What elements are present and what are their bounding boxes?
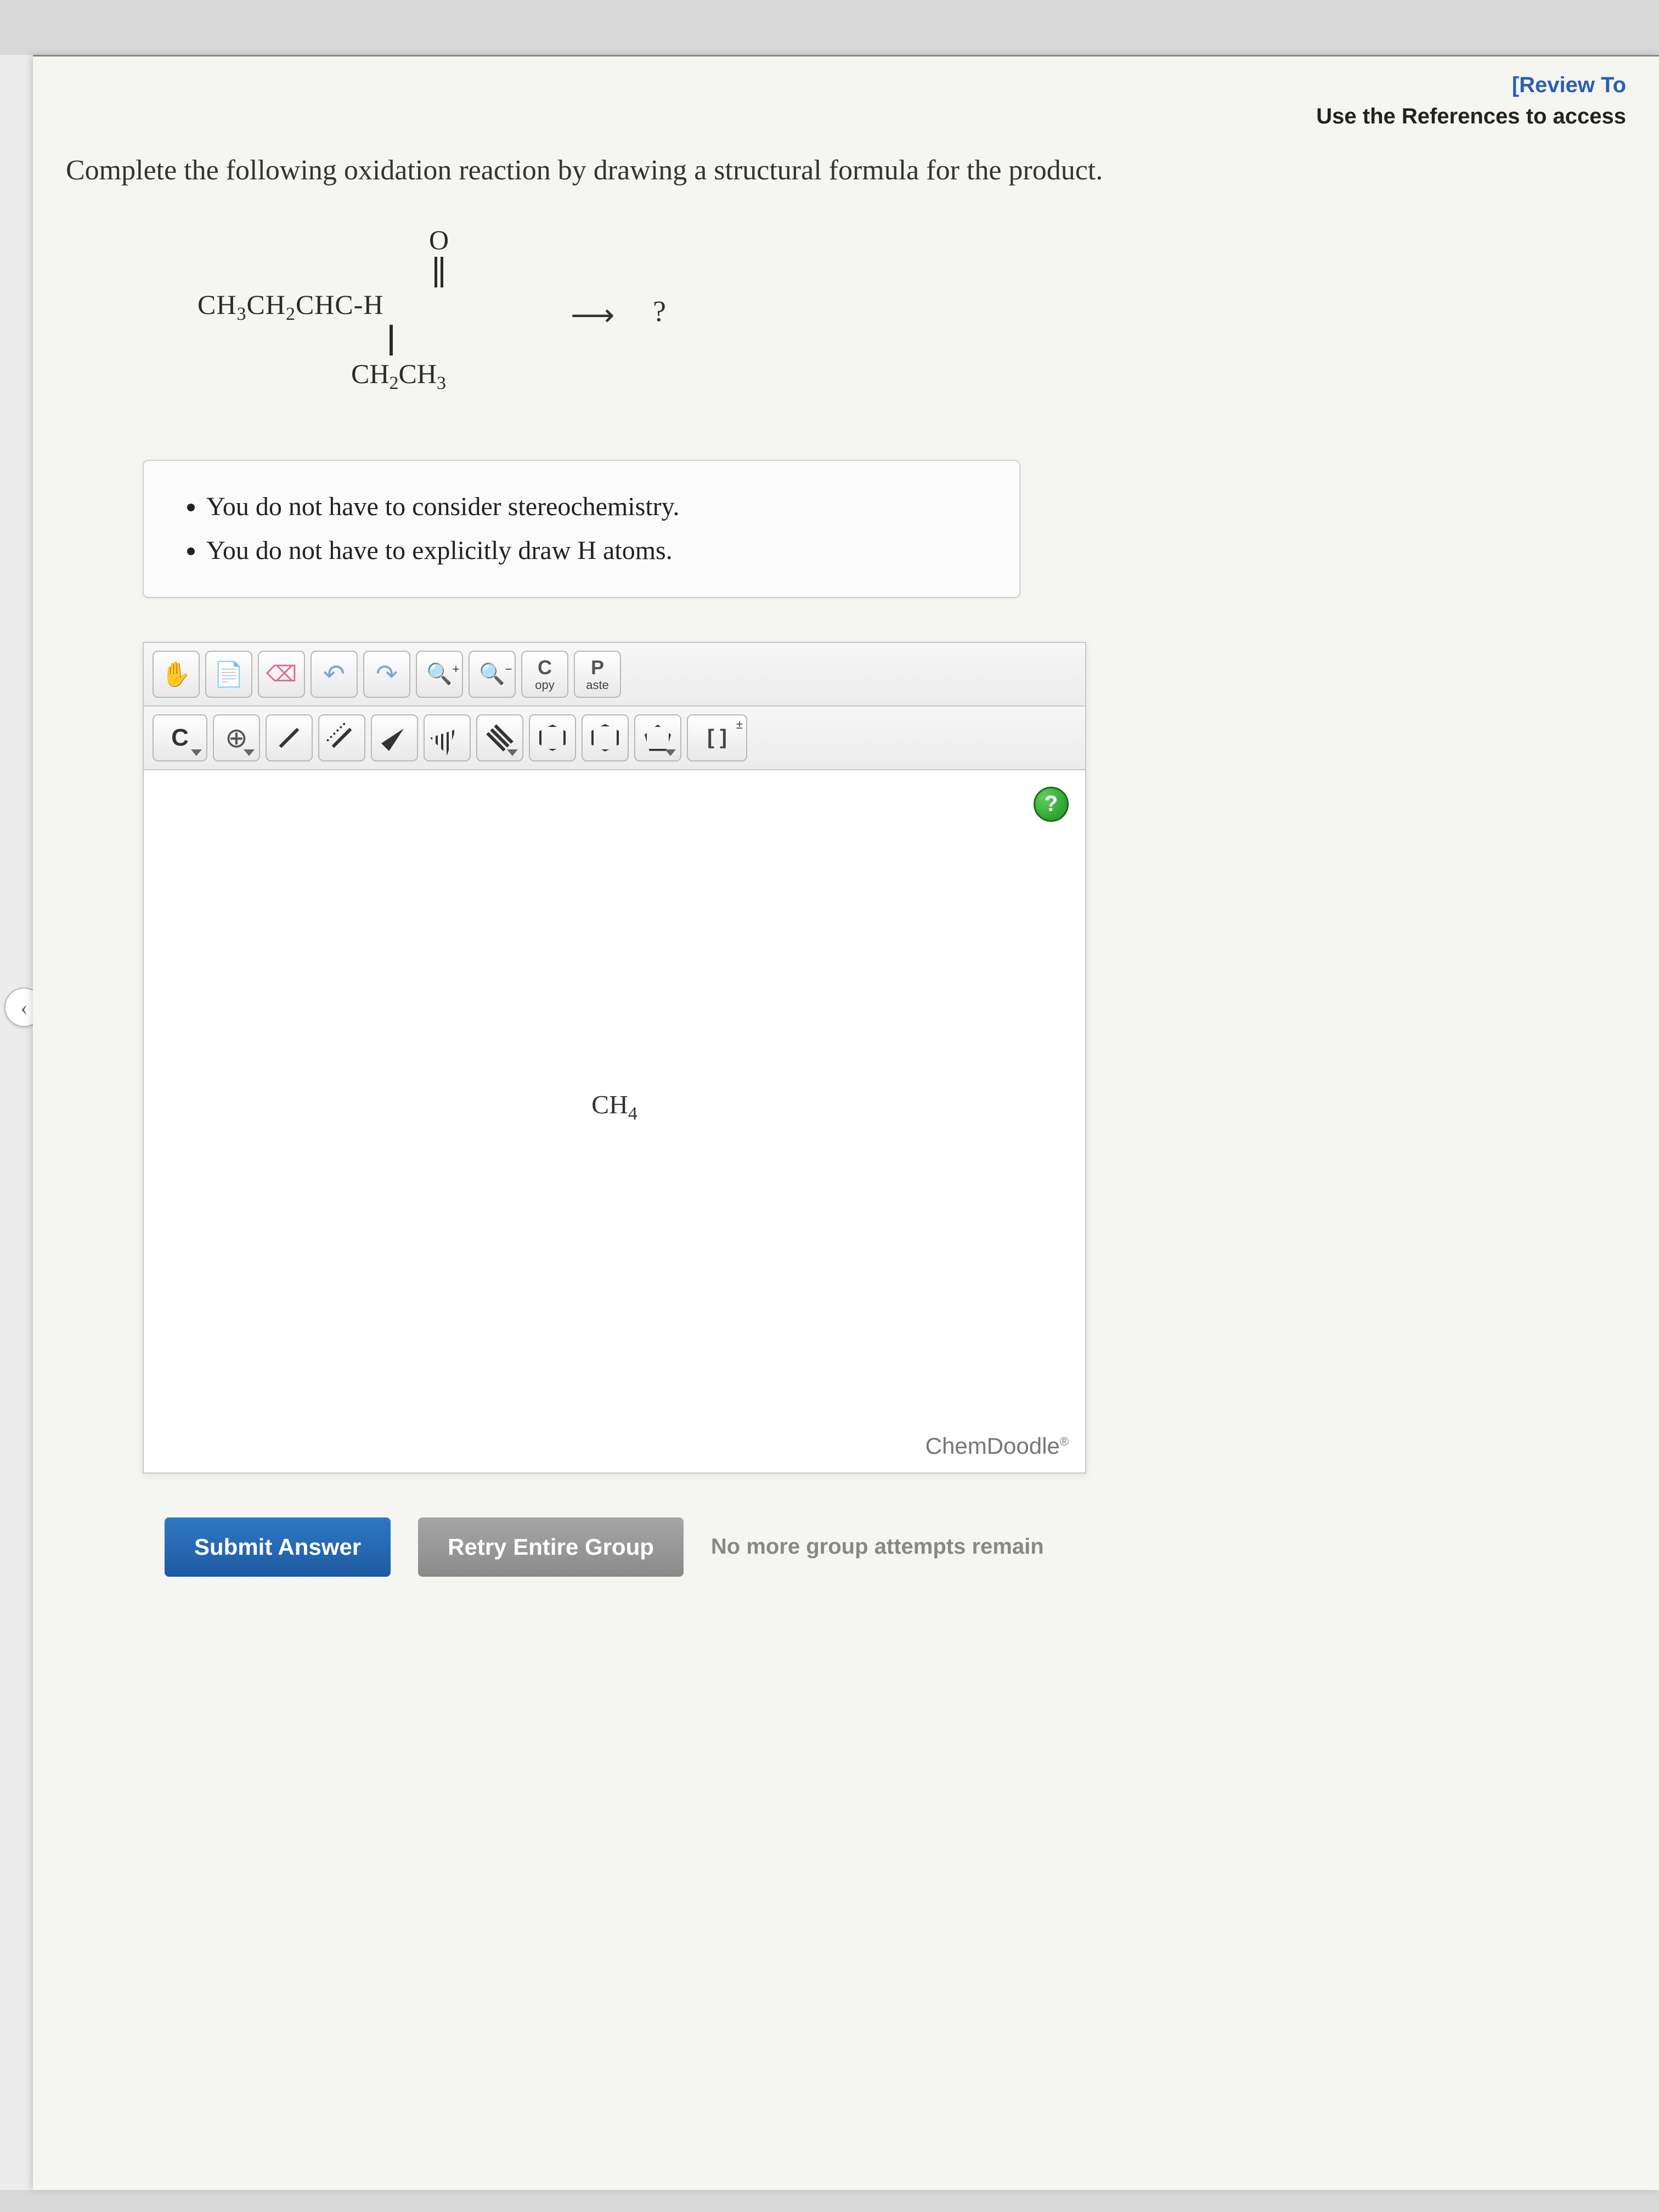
recessed-bond-icon bbox=[332, 727, 352, 748]
reactant-branch: CH2CH3 bbox=[351, 358, 446, 394]
zoom-out-icon bbox=[479, 662, 505, 686]
hand-tool-button[interactable] bbox=[153, 651, 200, 698]
oxygen-atom: O bbox=[428, 224, 450, 256]
question-mark-icon: ? bbox=[1045, 792, 1058, 816]
multi-bond-button[interactable] bbox=[476, 714, 523, 761]
chevron-left-icon: ‹ bbox=[20, 995, 27, 1020]
canvas-help-button[interactable]: ? bbox=[1034, 787, 1069, 822]
benzene-button[interactable] bbox=[582, 714, 629, 761]
hand-icon bbox=[161, 660, 191, 689]
brand-text: ChemDoodle bbox=[926, 1433, 1060, 1459]
canvas-placeholder-label: CH4 bbox=[591, 1090, 637, 1125]
reactant-main-chain: CH3CH2CHC-H bbox=[198, 289, 384, 325]
drawing-canvas[interactable]: ? CH4 ChemDoodle® bbox=[144, 770, 1085, 1472]
copy-button[interactable]: C opy bbox=[521, 651, 568, 698]
attempts-remaining-text: No more group attempts remain bbox=[711, 1534, 1044, 1559]
wedge-bond-icon bbox=[381, 725, 408, 751]
paste-label-small: aste bbox=[586, 679, 609, 692]
registered-mark: ® bbox=[1060, 1435, 1069, 1448]
single-bond-icon bbox=[390, 325, 393, 356]
hexagon-icon bbox=[539, 725, 566, 751]
question-stem: Complete the following oxidation reactio… bbox=[66, 151, 1626, 191]
redo-button[interactable] bbox=[363, 651, 410, 698]
element-label: C bbox=[171, 724, 189, 752]
hash-bond-button[interactable] bbox=[424, 714, 471, 761]
element-picker-button[interactable]: C bbox=[153, 714, 207, 761]
multi-bond-icon bbox=[486, 724, 513, 751]
double-bond-icon bbox=[435, 257, 443, 287]
copy-label-big: C bbox=[538, 657, 552, 679]
structure-editor: C opy P aste C ? bbox=[143, 642, 1086, 1474]
eraser-icon bbox=[266, 662, 297, 687]
hash-bond-icon bbox=[430, 721, 464, 755]
action-row: Submit Answer Retry Entire Group No more… bbox=[165, 1517, 1626, 1577]
reaction-scheme: O CH3CH2CHC-H CH2CH3 ⟶ ? bbox=[198, 224, 1626, 410]
wedge-bond-button[interactable] bbox=[371, 714, 418, 761]
submit-answer-button[interactable]: Submit Answer bbox=[165, 1517, 391, 1577]
charge-tool-button[interactable] bbox=[213, 714, 260, 761]
product-placeholder: ? bbox=[653, 294, 666, 328]
select-icon bbox=[214, 660, 244, 689]
dropdown-caret-icon bbox=[244, 749, 255, 756]
question-page: [Review To Use the References to access … bbox=[33, 55, 1659, 2190]
cyclohexane-button[interactable] bbox=[529, 714, 576, 761]
undo-icon bbox=[323, 659, 345, 690]
redo-icon bbox=[376, 659, 398, 690]
bracket-charge-button[interactable] bbox=[687, 714, 747, 761]
recessed-bond-button[interactable] bbox=[318, 714, 365, 761]
paste-label-big: P bbox=[591, 657, 604, 679]
dropdown-caret-icon bbox=[507, 749, 518, 756]
single-bond-button[interactable] bbox=[266, 714, 313, 761]
retry-group-button[interactable]: Retry Entire Group bbox=[418, 1517, 684, 1577]
ring-picker-button[interactable] bbox=[634, 714, 681, 761]
dropdown-caret-icon bbox=[191, 749, 202, 756]
hint-item: You do not have to explicitly draw H ato… bbox=[206, 531, 986, 571]
select-tool-button[interactable] bbox=[205, 651, 252, 698]
copy-label-small: opy bbox=[535, 679, 554, 692]
carbonyl-group: O bbox=[428, 224, 450, 289]
pentagon-icon bbox=[645, 725, 671, 751]
hint-item: You do not have to consider stereochemis… bbox=[206, 487, 986, 527]
editor-toolbar-row2: C bbox=[144, 707, 1085, 770]
paste-button[interactable]: P aste bbox=[574, 651, 621, 698]
erase-tool-button[interactable] bbox=[258, 651, 305, 698]
single-bond-icon bbox=[279, 727, 300, 748]
zoom-in-icon bbox=[426, 662, 452, 686]
benzene-icon bbox=[591, 724, 619, 752]
top-links: [Review To Use the References to access bbox=[66, 73, 1626, 129]
references-hint: Use the References to access bbox=[1316, 104, 1626, 128]
review-topics-link[interactable]: [Review To bbox=[66, 73, 1626, 98]
undo-button[interactable] bbox=[311, 651, 358, 698]
brackets-icon bbox=[707, 726, 727, 749]
dropdown-caret-icon bbox=[665, 749, 676, 756]
left-rail: ‹ bbox=[0, 55, 33, 2190]
reaction-arrow-icon: ⟶ bbox=[571, 297, 614, 333]
zoom-in-button[interactable] bbox=[416, 651, 463, 698]
chemdoodle-brand: ChemDoodle® bbox=[926, 1433, 1069, 1459]
editor-toolbar-row1: C opy P aste bbox=[144, 643, 1085, 707]
zoom-out-button[interactable] bbox=[469, 651, 516, 698]
hints-box: You do not have to consider stereochemis… bbox=[143, 460, 1020, 598]
